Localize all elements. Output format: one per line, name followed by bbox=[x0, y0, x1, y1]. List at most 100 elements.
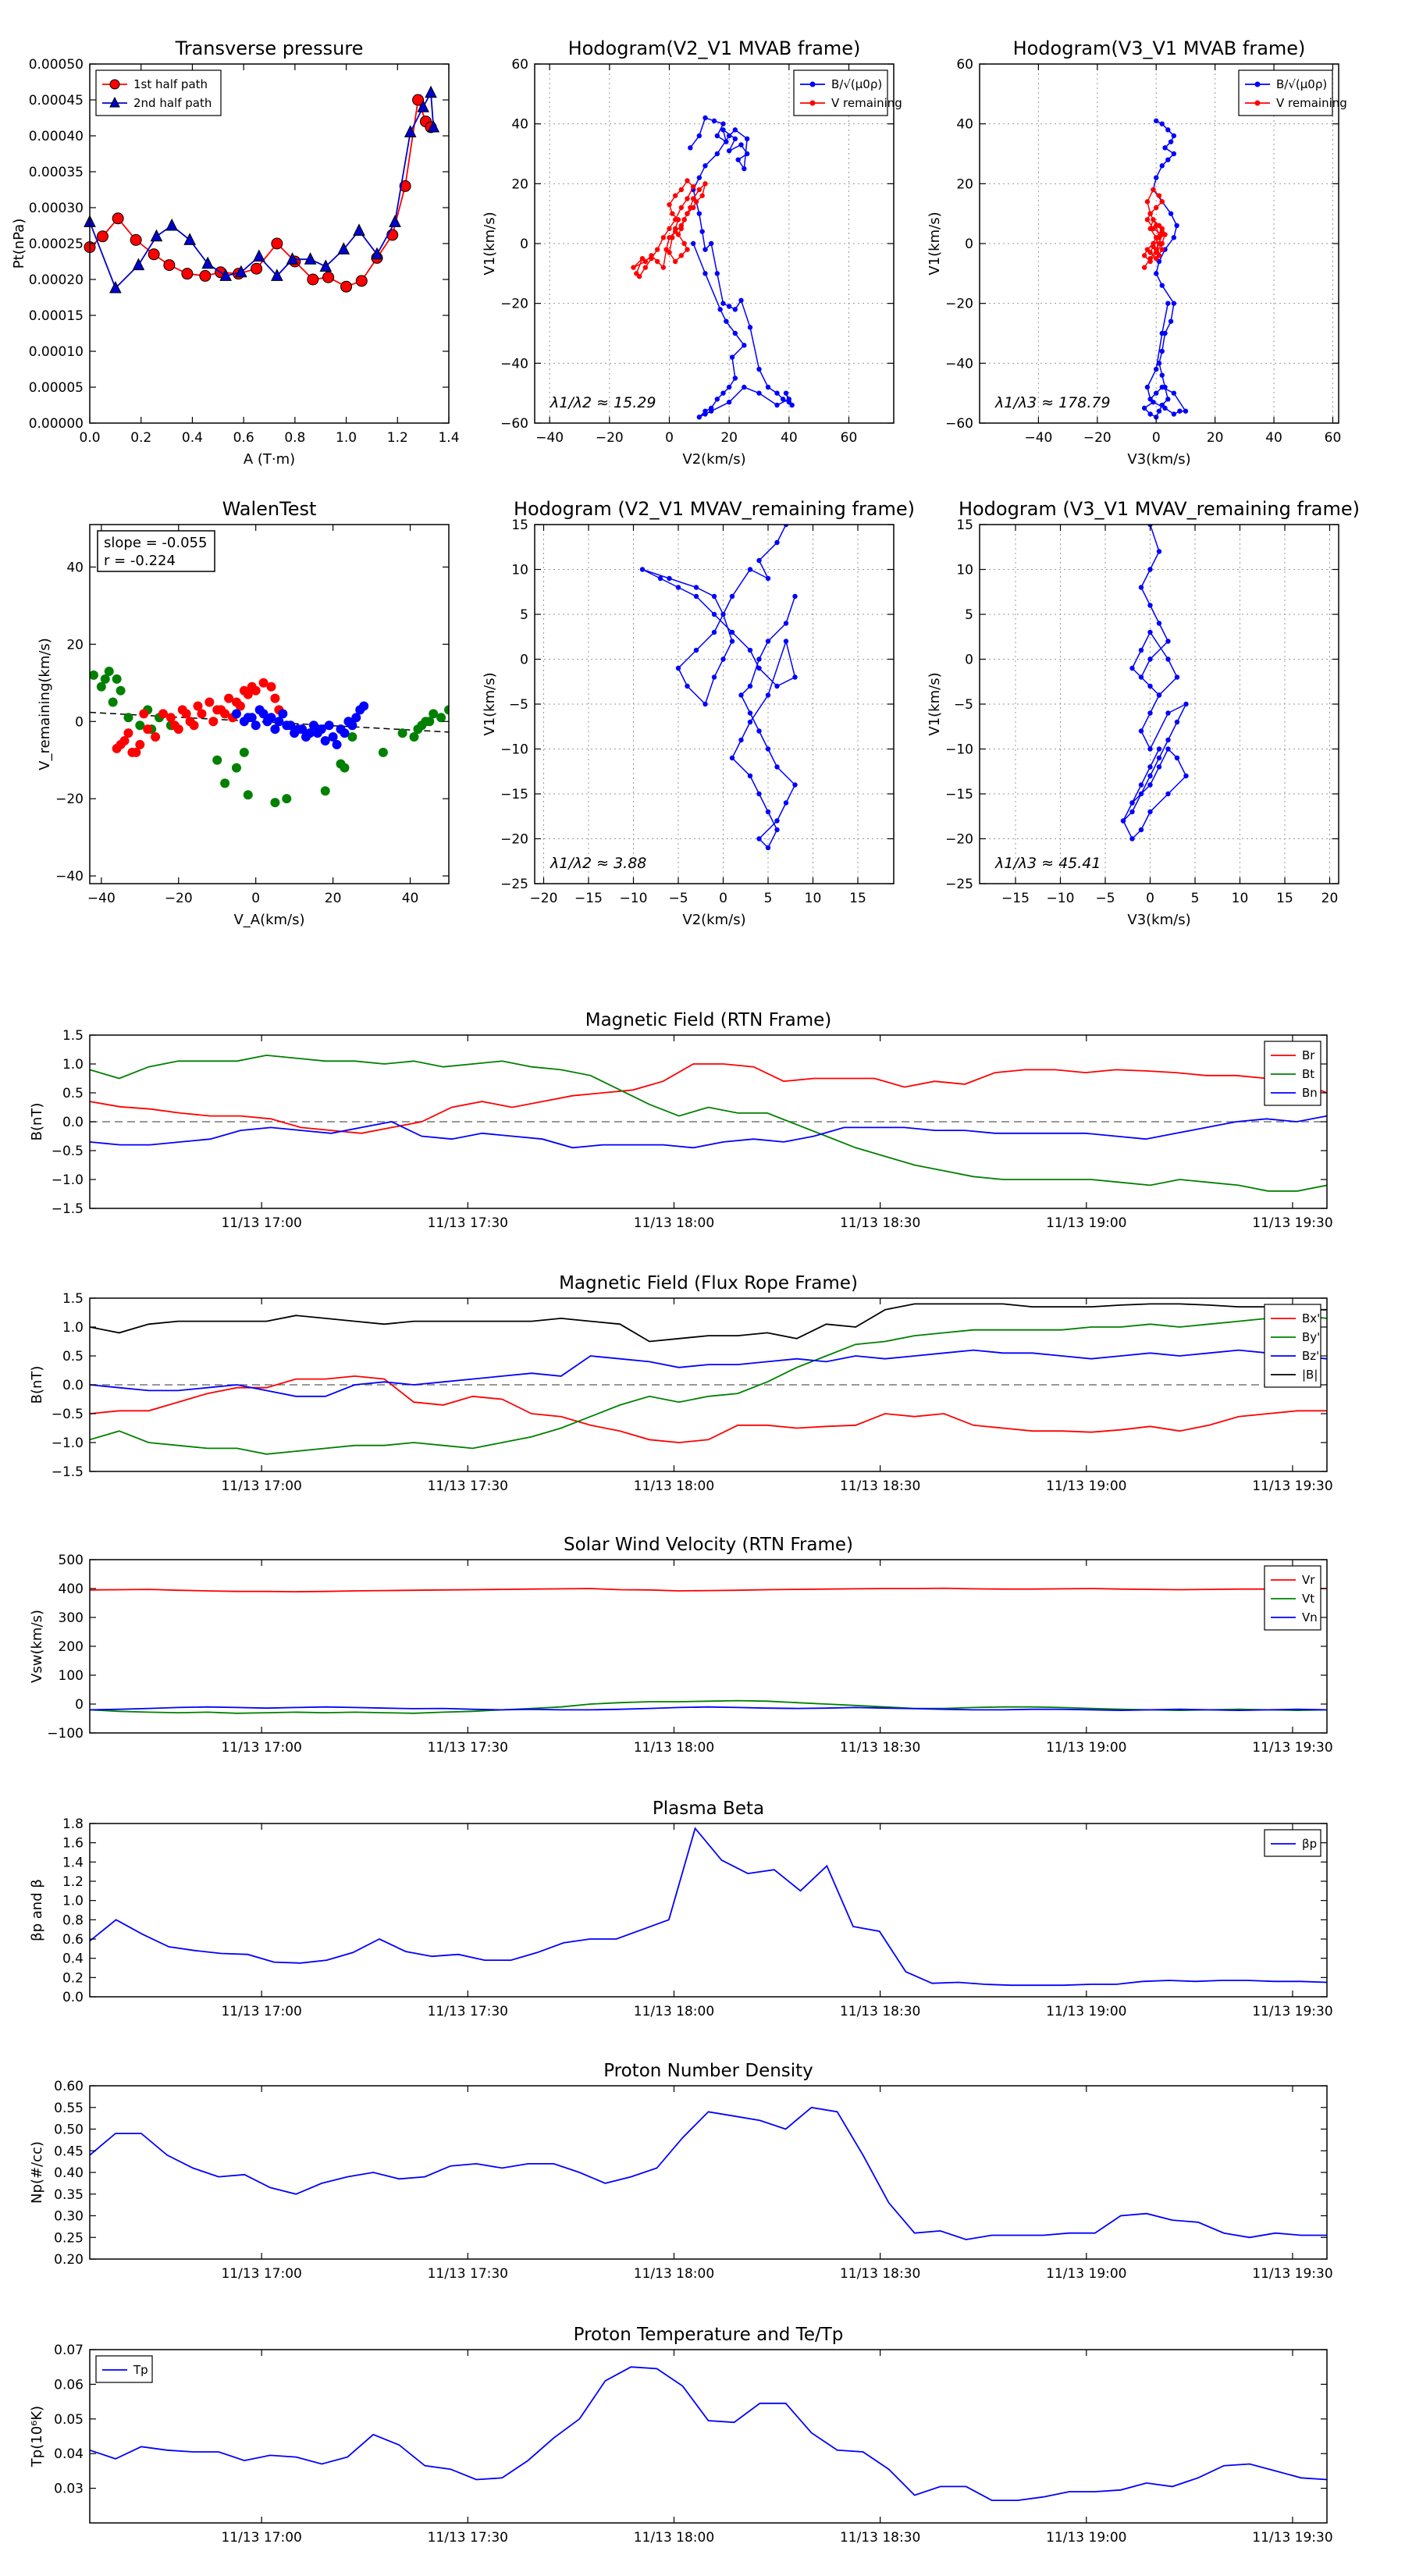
data-point bbox=[1138, 585, 1144, 590]
data-point bbox=[320, 786, 330, 796]
legend-marker bbox=[1254, 81, 1261, 87]
y-tick-label: 0.0 bbox=[62, 1990, 84, 2005]
data-point bbox=[1147, 397, 1153, 402]
slope-text: slope = -0.055 bbox=[104, 535, 207, 551]
legend-label: Vt bbox=[1302, 1592, 1314, 1606]
data-point bbox=[1151, 240, 1156, 247]
x-tick-label: 11/13 18:30 bbox=[840, 2004, 920, 2019]
y-tick-label: 0.05 bbox=[54, 2412, 84, 2428]
data-point bbox=[163, 259, 176, 272]
plot-frame bbox=[89, 63, 450, 424]
data-point bbox=[681, 217, 687, 222]
data-point bbox=[756, 557, 762, 564]
y-tick-label: 40 bbox=[66, 560, 84, 575]
data-point bbox=[1120, 818, 1126, 824]
data-point bbox=[231, 697, 241, 707]
data-point bbox=[696, 415, 702, 420]
y-tick-label: 20 bbox=[511, 176, 528, 192]
legend-label: Bn bbox=[1302, 1086, 1318, 1100]
data-point bbox=[783, 639, 789, 644]
series-line-mag_rtn-2 bbox=[90, 1115, 1327, 1149]
data-point bbox=[735, 157, 741, 162]
x-tick-label: −20 bbox=[165, 891, 193, 906]
data-point bbox=[436, 713, 446, 723]
data-point bbox=[702, 247, 708, 252]
data-point bbox=[1129, 836, 1135, 841]
data-point bbox=[786, 397, 792, 402]
data-point bbox=[332, 739, 342, 749]
x-tick-label: 15 bbox=[849, 891, 866, 906]
data-point bbox=[123, 728, 133, 738]
x-tick-label: 11/13 18:30 bbox=[840, 1478, 920, 1494]
y-tick-label: 0.00020 bbox=[29, 272, 84, 288]
data-point bbox=[104, 666, 114, 676]
y-tick-label: 1.0 bbox=[62, 1320, 84, 1336]
y-tick-label: −5 bbox=[509, 697, 528, 713]
data-point bbox=[685, 683, 690, 689]
x-tick-label: 1.0 bbox=[336, 430, 357, 446]
x-tick-label: −5 bbox=[1095, 891, 1115, 906]
y-tick-label: 15 bbox=[511, 518, 528, 533]
x-tick-label: 11/13 17:00 bbox=[221, 1478, 301, 1494]
data-point bbox=[1147, 211, 1153, 216]
data-point bbox=[112, 674, 122, 684]
data-point bbox=[181, 709, 191, 719]
x-tick-label: 11/13 18:30 bbox=[840, 1740, 920, 1756]
y-axis-label: V_remaining(km/s) bbox=[37, 638, 53, 770]
y-tick-label: 0 bbox=[75, 714, 84, 730]
data-point bbox=[189, 720, 199, 731]
chart-title: WalenTest bbox=[222, 498, 317, 520]
data-point bbox=[747, 567, 753, 572]
data-point bbox=[732, 136, 738, 142]
data-point bbox=[714, 151, 720, 157]
legend-label: Tp bbox=[133, 2363, 148, 2377]
data-point bbox=[1159, 348, 1165, 354]
data-point bbox=[729, 629, 735, 635]
data-point bbox=[427, 119, 440, 133]
data-point bbox=[714, 133, 720, 139]
y-tick-label: 0.40 bbox=[54, 2165, 84, 2181]
data-point bbox=[675, 665, 681, 671]
data-point bbox=[1174, 222, 1179, 229]
y-tick-label: 1.6 bbox=[62, 1836, 84, 1852]
data-point bbox=[699, 193, 705, 198]
y-tick-label: 0.00035 bbox=[29, 165, 84, 180]
y-tick-label: 0.4 bbox=[62, 1952, 84, 1967]
x-tick-label: 1.2 bbox=[387, 430, 408, 446]
legend: Tp bbox=[95, 2355, 153, 2383]
data-point bbox=[708, 240, 714, 247]
series-line-hodo_v3_mvav-0 bbox=[1122, 525, 1188, 840]
data-point bbox=[726, 399, 732, 405]
data-point bbox=[1156, 549, 1162, 554]
x-tick-label: 11/13 19:30 bbox=[1252, 1740, 1332, 1756]
chart-mag_flux: 11/13 17:00 11/13 17:30 11/13 18:00 11/13 1… bbox=[29, 1273, 1333, 1494]
data-point bbox=[1144, 247, 1151, 252]
data-point bbox=[1154, 366, 1159, 372]
y-tick-label: 5 bbox=[965, 607, 973, 623]
y-tick-label: 0.00005 bbox=[29, 380, 84, 396]
data-point bbox=[726, 148, 732, 154]
y-tick-label: 60 bbox=[956, 57, 973, 73]
data-point bbox=[148, 248, 160, 261]
data-point bbox=[690, 205, 696, 211]
series-line-hodo_v2_mvab-0 bbox=[689, 117, 793, 418]
x-tick-label: 11/13 19:00 bbox=[1046, 1215, 1126, 1231]
x-tick-label: 5 bbox=[764, 891, 773, 906]
data-point bbox=[678, 187, 685, 193]
data-point bbox=[347, 732, 357, 742]
x-tick-label: −10 bbox=[620, 891, 648, 906]
y-tick-label: 0.00045 bbox=[29, 93, 84, 109]
y-tick-label: −5 bbox=[954, 697, 973, 713]
y-tick-label: −1.0 bbox=[52, 1436, 84, 1451]
x-tick-label: 11/13 19:30 bbox=[1252, 2004, 1332, 2019]
data-point bbox=[678, 253, 685, 258]
data-point bbox=[1171, 301, 1177, 306]
data-point bbox=[1171, 133, 1177, 139]
data-point bbox=[672, 193, 678, 198]
data-point bbox=[224, 693, 234, 703]
data-point bbox=[1159, 121, 1165, 126]
data-point bbox=[756, 656, 762, 662]
y-tick-label: 40 bbox=[956, 117, 973, 133]
series-line-vsw-2 bbox=[90, 1706, 1327, 1712]
data-point bbox=[1154, 390, 1159, 396]
